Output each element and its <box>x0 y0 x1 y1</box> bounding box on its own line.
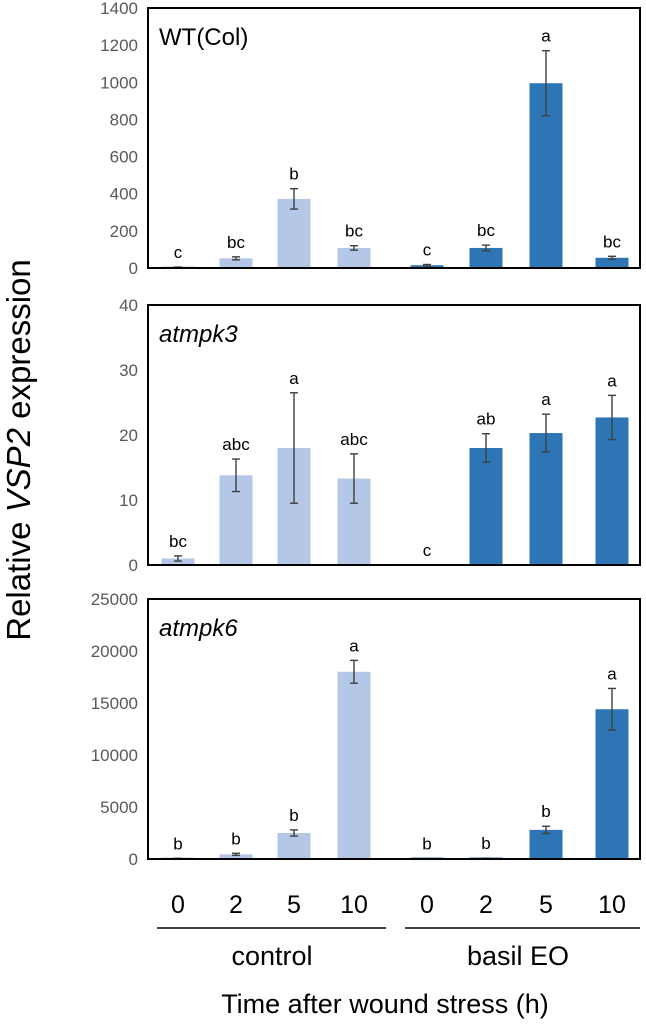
significance-label: a <box>607 664 617 683</box>
significance-label: c <box>174 243 183 262</box>
significance-label: b <box>173 834 182 853</box>
significance-label: bc <box>345 222 363 241</box>
significance-label: c <box>423 541 432 560</box>
plot-frame <box>147 598 641 860</box>
significance-label: b <box>541 802 550 821</box>
bar <box>595 257 629 268</box>
panel-title: WT(Col) <box>159 24 248 51</box>
bar <box>337 247 371 268</box>
y-tick-label: 5000 <box>100 798 138 817</box>
y-tick-label: 0 <box>129 850 138 869</box>
significance-label: b <box>481 834 490 853</box>
y-axis-title-prefix: Relative <box>0 512 37 640</box>
x-axis-title: Time after wound stress (h) <box>221 989 549 1019</box>
x-tick-basil-0: 0 <box>420 891 434 919</box>
x-tick-control-0: 0 <box>171 891 185 919</box>
bar <box>337 671 371 859</box>
bar <box>469 448 503 565</box>
y-tick-label: 1200 <box>100 36 138 55</box>
x-tick-basil-5: 5 <box>539 891 553 919</box>
significance-label: bc <box>169 532 187 551</box>
group-label-control: control <box>231 941 312 971</box>
panel-mpk6: 0 5000 10000 15000 20000 25000 b b b a b b b a atmpk6 <box>91 590 641 869</box>
y-axis-title-suffix: expression <box>0 259 37 428</box>
y-tick-label: 40 <box>119 296 138 315</box>
y-tick-label: 10000 <box>91 746 138 765</box>
significance-label: b <box>422 835 431 854</box>
bar <box>529 433 563 565</box>
significance-label: abc <box>222 435 250 454</box>
y-tick-label: 30 <box>119 361 138 380</box>
bar <box>595 709 629 859</box>
y-tick-label: 10 <box>119 491 138 510</box>
significance-label: a <box>289 369 299 388</box>
significance-label: bc <box>477 221 495 240</box>
significance-label: a <box>607 371 617 390</box>
y-tick-label: 25000 <box>91 590 138 609</box>
significance-label: abc <box>340 430 368 449</box>
significance-label: a <box>349 636 359 655</box>
significance-label: c <box>423 240 432 259</box>
chart-panels: 0200400600800100012001400cbcbbccbcabcWT(… <box>91 0 641 869</box>
significance-label: ab <box>477 410 496 429</box>
group-label-basil: basil EO <box>467 941 569 971</box>
bar <box>277 198 311 268</box>
significance-label: bc <box>227 233 245 252</box>
y-tick-label: 1000 <box>100 73 138 92</box>
y-tick-label: 0 <box>129 259 138 278</box>
y-tick-label: 400 <box>110 185 138 204</box>
y-tick-label: 20 <box>119 426 138 445</box>
y-tick-label: 0 <box>129 556 138 575</box>
panel-title: atmpk6 <box>159 615 238 642</box>
significance-label: a <box>541 27 551 46</box>
bar <box>469 247 503 268</box>
significance-label: bc <box>603 232 621 251</box>
y-tick-label: 800 <box>110 110 138 129</box>
plot-frame <box>147 304 641 566</box>
plot-frame <box>147 7 641 269</box>
bar <box>529 829 563 859</box>
panel-title: atmpk3 <box>159 321 238 348</box>
significance-label: b <box>289 165 298 184</box>
bar <box>219 258 253 268</box>
y-axis-title-gene: VSP2 <box>0 428 37 512</box>
y-tick-label: 200 <box>110 222 138 241</box>
significance-label: a <box>541 390 551 409</box>
bar <box>595 417 629 565</box>
bar <box>277 833 311 859</box>
y-tick-label: 1400 <box>100 0 138 18</box>
x-tick-basil-10: 10 <box>598 891 626 919</box>
x-tick-basil-2: 2 <box>479 891 493 919</box>
significance-label: b <box>289 806 298 825</box>
y-axis-title: Relative VSP2 expression <box>0 259 37 641</box>
bar <box>219 854 253 859</box>
x-tick-control-5: 5 <box>287 891 301 919</box>
x-tick-control-2: 2 <box>229 891 243 919</box>
x-tick-control-10: 10 <box>340 891 368 919</box>
significance-label: b <box>231 829 240 848</box>
y-tick-label: 15000 <box>91 694 138 713</box>
y-tick-label: 20000 <box>91 642 138 661</box>
panel-mpk3: 0 10 20 30 40 bc abc a abc c ab a a atmpk3 <box>119 296 641 575</box>
y-tick-label: 600 <box>110 148 138 167</box>
panel-wt: 0 200 400 600 800 1000 1200 1400 c bc b bc c bc a bc WT(… <box>100 0 641 278</box>
